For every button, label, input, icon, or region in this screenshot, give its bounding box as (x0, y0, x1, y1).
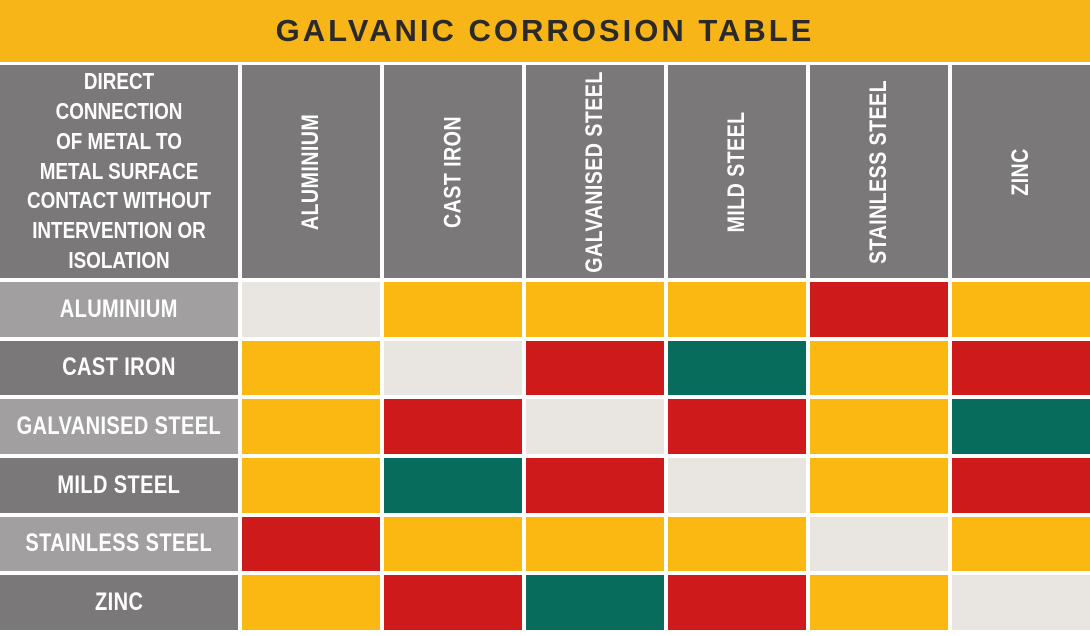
matrix-cell-mild-steel-x-cast-iron (384, 458, 522, 513)
row-header-label: ZINC (94, 588, 144, 617)
matrix-cell-mild-steel-x-stainless-steel (810, 458, 948, 513)
row-header-label: GALVANISED STEEL (16, 412, 222, 441)
column-header-stainless-steel: STAINLESS STEEL (810, 65, 948, 278)
column-header-cast-iron: CAST IRON (384, 65, 522, 278)
matrix-cell-galvanised-steel-x-cast-iron (384, 399, 522, 454)
matrix-cell-cast-iron-x-stainless-steel (810, 340, 948, 396)
column-header-label: CAST IRON (439, 115, 466, 228)
title-banner: GALVANIC CORROSION TABLE (0, 0, 1090, 62)
row-header-label: MILD STEEL (57, 470, 181, 499)
matrix-cell-mild-steel-x-mild-steel (668, 458, 806, 513)
corner-description-text: DIRECT CONNECTION OF METAL TO METAL SURF… (26, 67, 212, 274)
page-title: GALVANIC CORROSION TABLE (275, 13, 815, 48)
matrix-cell-stainless-steel-x-zinc (952, 516, 1090, 572)
row-header-zinc: ZINC (0, 575, 238, 630)
matrix-cell-cast-iron-x-aluminium (242, 340, 380, 396)
matrix-cell-mild-steel-x-aluminium (242, 458, 380, 513)
column-header-label: ALUMINIUM (297, 113, 324, 230)
matrix-cell-aluminium-x-stainless-steel (810, 282, 948, 337)
matrix-cell-zinc-x-galvanised-steel (526, 575, 664, 630)
matrix-cell-aluminium-x-zinc (952, 282, 1090, 337)
column-header-zinc: ZINC (952, 65, 1090, 278)
column-header-galvanised-steel: GALVANISED STEEL (526, 65, 664, 278)
matrix-cell-cast-iron-x-mild-steel (668, 340, 806, 396)
matrix-cell-zinc-x-aluminium (242, 575, 380, 630)
matrix-cell-zinc-x-stainless-steel (810, 575, 948, 630)
column-header-label: STAINLESS STEEL (865, 79, 893, 264)
matrix-cell-mild-steel-x-galvanised-steel (526, 458, 664, 513)
matrix-cell-stainless-steel-x-cast-iron (384, 516, 522, 572)
matrix-cell-stainless-steel-x-galvanised-steel (526, 516, 664, 572)
matrix-cell-aluminium-x-mild-steel (668, 282, 806, 337)
corrosion-matrix: DIRECT CONNECTION OF METAL TO METAL SURF… (0, 65, 1090, 630)
row-header-label: CAST IRON (62, 353, 176, 382)
column-header-label: ZINC (1007, 147, 1034, 196)
matrix-cell-cast-iron-x-zinc (952, 340, 1090, 396)
column-header-mild-steel: MILD STEEL (668, 65, 806, 278)
corner-description-cell: DIRECT CONNECTION OF METAL TO METAL SURF… (0, 65, 238, 278)
matrix-cell-aluminium-x-galvanised-steel (526, 282, 664, 337)
matrix-cell-cast-iron-x-cast-iron (384, 340, 522, 396)
matrix-cell-cast-iron-x-galvanised-steel (526, 340, 664, 396)
row-header-label: STAINLESS STEEL (25, 529, 213, 558)
matrix-cell-mild-steel-x-zinc (952, 458, 1090, 513)
row-header-galvanised-steel: GALVANISED STEEL (0, 399, 238, 454)
matrix-cell-galvanised-steel-x-mild-steel (668, 399, 806, 454)
matrix-cell-stainless-steel-x-stainless-steel (810, 516, 948, 572)
matrix-cell-galvanised-steel-x-zinc (952, 399, 1090, 454)
matrix-cell-stainless-steel-x-mild-steel (668, 516, 806, 572)
row-header-aluminium: ALUMINIUM (0, 282, 238, 337)
column-header-label: GALVANISED STEEL (581, 70, 609, 273)
matrix-cell-zinc-x-cast-iron (384, 575, 522, 630)
matrix-cell-galvanised-steel-x-stainless-steel (810, 399, 948, 454)
row-header-stainless-steel: STAINLESS STEEL (0, 516, 238, 572)
matrix-cell-zinc-x-zinc (952, 575, 1090, 630)
row-header-mild-steel: MILD STEEL (0, 458, 238, 513)
matrix-cell-aluminium-x-cast-iron (384, 282, 522, 337)
matrix-cell-galvanised-steel-x-galvanised-steel (526, 399, 664, 454)
row-header-cast-iron: CAST IRON (0, 340, 238, 396)
matrix-cell-zinc-x-mild-steel (668, 575, 806, 630)
column-header-aluminium: ALUMINIUM (242, 65, 380, 278)
column-header-label: MILD STEEL (723, 110, 751, 233)
row-header-label: ALUMINIUM (59, 294, 179, 323)
matrix-cell-aluminium-x-aluminium (242, 282, 380, 337)
matrix-cell-stainless-steel-x-aluminium (242, 516, 380, 572)
matrix-cell-galvanised-steel-x-aluminium (242, 399, 380, 454)
